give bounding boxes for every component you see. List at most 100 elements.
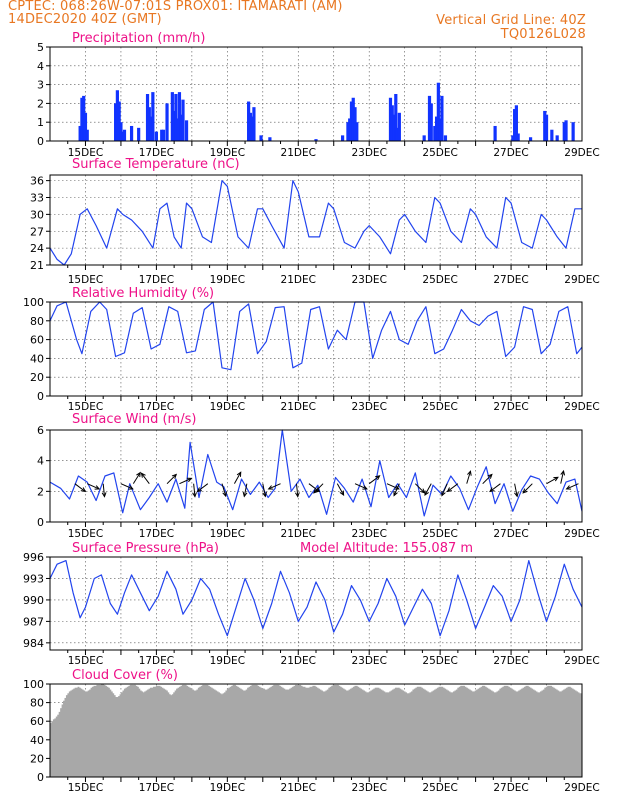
cloud-bar [136, 686, 139, 777]
cloud-bar [576, 691, 579, 777]
temp-xtick-label: 29DEC [564, 274, 599, 286]
wind-arrow [560, 469, 566, 484]
cloud-bar [179, 686, 181, 777]
wind-arrow [74, 483, 87, 493]
precip-bar [250, 116, 254, 141]
cloud-bar [158, 685, 161, 777]
cloud-bar [197, 687, 200, 777]
wind-arrow-shaft [441, 483, 448, 496]
wind-arrow-head [192, 492, 197, 498]
precip-bar [160, 129, 164, 141]
wind-ytick-label: 6 [37, 424, 44, 437]
precip-bar [170, 92, 174, 141]
cloud-bar [423, 689, 426, 777]
cloud-bar [351, 687, 354, 777]
wind-arrow [368, 475, 381, 485]
cloud-bar [168, 694, 171, 777]
precip-bar [117, 101, 121, 141]
cloud-bar [110, 691, 113, 777]
cloud-bar [216, 691, 219, 777]
cloud-bar [315, 686, 318, 777]
cloud-bar [432, 690, 435, 777]
precip-xtick-label: 27DEC [493, 147, 528, 159]
rh-xtick-label: 25DEC [422, 401, 457, 413]
cloud-bar [402, 690, 405, 777]
cloud-xtick-label: 29DEC [564, 782, 599, 794]
wind-arrow-head [424, 490, 429, 497]
cloud-bar [106, 686, 109, 777]
precip-bar [122, 129, 127, 141]
cloud-bar [238, 687, 241, 777]
cloud-ytick-label: 40 [30, 734, 44, 747]
cloud-bar [150, 687, 152, 777]
cloud-bar [513, 690, 516, 777]
precip-bar [440, 95, 444, 141]
cloud-bar [345, 690, 348, 777]
cloud-bar [323, 691, 326, 777]
cloud-bar [528, 686, 531, 777]
pressure-ytick-label: 990 [23, 594, 44, 607]
cloud-xtick-label: 23DEC [351, 782, 386, 794]
pressure-xtick-label: 15DEC [68, 655, 103, 667]
cloud-bar [273, 684, 276, 777]
cloud-bar [508, 686, 510, 777]
precip-bar [247, 101, 251, 141]
cloud-bar [93, 685, 96, 777]
cloud-bar [567, 686, 570, 777]
precip-ytick-label: 3 [37, 79, 44, 92]
pressure-xtick-label: 23DEC [351, 655, 386, 667]
cloud-bar [105, 685, 107, 777]
cloud-bar [568, 686, 571, 777]
cloud-bar [392, 689, 394, 777]
cloud-bar [276, 684, 278, 777]
pressure-xtick-label: 19DEC [210, 655, 245, 667]
wind-panel: Surface Wind (m/s) 0 2 4 6 15DEC 17DEC 19DEC 21D… [37, 412, 600, 540]
cloud-bar [371, 689, 374, 777]
cloud-bar [157, 685, 160, 777]
precip-bar [149, 116, 153, 141]
cloud-bar [152, 686, 155, 777]
cloud-bar [142, 692, 145, 777]
cloud-bar [486, 687, 489, 777]
cloud-bar [555, 689, 558, 777]
precip-xtick-label: 19DEC [210, 147, 245, 159]
cloud-bar [454, 690, 457, 777]
wind-arrow [446, 483, 459, 493]
wind-xtick-label: 29DEC [564, 528, 599, 540]
temp-ytick-label: 33 [30, 192, 44, 205]
cloud-bar [367, 692, 370, 777]
cloud-bar [139, 690, 142, 777]
cloud-bar [171, 694, 174, 777]
wind-arrow-head [514, 491, 519, 498]
wind-arrow-shaft [482, 474, 493, 485]
cloud-bar [539, 691, 542, 777]
cloud-bar [506, 685, 509, 777]
rh-xtick-label: 29DEC [564, 401, 599, 413]
wind-arrow-head [295, 492, 300, 498]
temp-panel: Surface Temperature (nC) 21 24 27 30 33 36 15DE… [30, 157, 600, 286]
wind-arrow [514, 483, 519, 498]
wind-xtick-label: 23DEC [351, 528, 386, 540]
cloud-bar [548, 685, 551, 777]
cloud-bar [107, 687, 110, 777]
rh-line [49, 301, 583, 371]
precip-bar [259, 135, 263, 141]
precip-bar [83, 112, 88, 141]
cloud-bar [222, 693, 225, 777]
cloud-bar [316, 687, 319, 777]
pressure-panel: Surface Pressure (hPa) Model Altitude: 15… [23, 541, 600, 667]
cloud-bar [176, 688, 178, 777]
precip-bar [252, 107, 256, 141]
cloud-bar [81, 689, 84, 777]
precip-bar [248, 112, 252, 141]
temp-ytick-label: 21 [30, 259, 44, 272]
cloud-bar [566, 687, 568, 777]
rh-frame [49, 301, 583, 397]
cloud-bar [376, 687, 379, 777]
cloud-bar [74, 687, 77, 777]
precip-bar [514, 105, 518, 141]
cloud-bar [364, 691, 367, 777]
precip-bar [85, 129, 89, 141]
cloud-ytick-label: 100 [23, 678, 44, 691]
cloud-bar [194, 690, 197, 777]
